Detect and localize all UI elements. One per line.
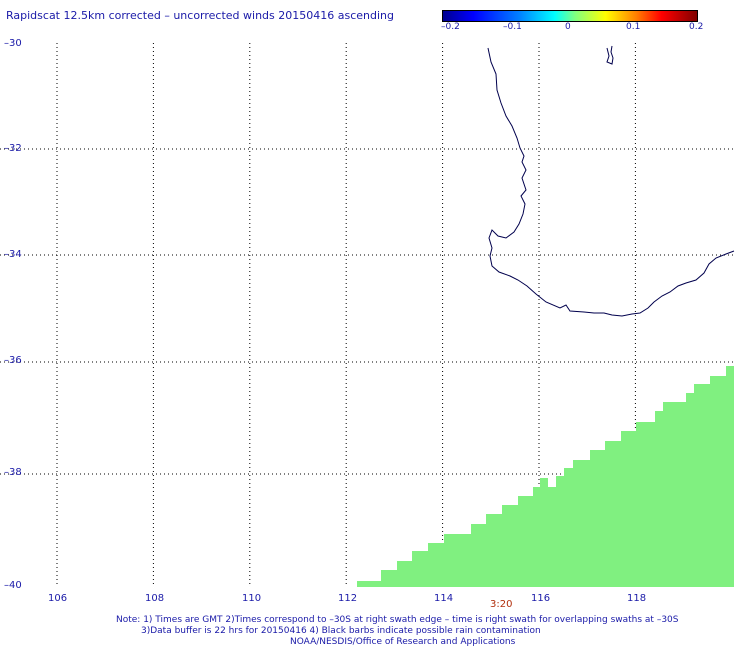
lat-tick-label: –36 <box>4 355 22 366</box>
colorbar <box>442 10 698 22</box>
lon-tick-label: 112 <box>338 593 358 604</box>
colorbar-tick: 0.1 <box>626 22 641 32</box>
lat-tick-label: –40 <box>4 580 22 591</box>
lon-tick-label: 106 <box>48 593 68 604</box>
lon-tick-label: 110 <box>242 593 262 604</box>
lon-tick-label: 118 <box>627 593 647 604</box>
lon-tick-label: 108 <box>145 593 165 604</box>
colorbar-tick: 0.2 <box>689 22 704 32</box>
rottnest-island-outline <box>606 45 614 65</box>
plot-title: Rapidscat 12.5km corrected – uncorrected… <box>6 9 395 22</box>
lat-tick-label: –32 <box>4 143 22 154</box>
colorbar-tick: –0.1 <box>503 22 522 32</box>
lat-tick-label: –38 <box>4 467 22 478</box>
footnote-line-3: NOAA/NESDIS/Office of Research and Appli… <box>290 637 516 647</box>
footnote-line-2: 3)Data buffer is 22 hrs for 20150416 4) … <box>141 626 541 636</box>
grid-lines <box>0 43 734 587</box>
footnote-line-1: Note: 1) Times are GMT 2)Times correspon… <box>116 615 679 625</box>
swath-time-label: 3:20 <box>490 599 513 610</box>
colorbar-tick: 0 <box>565 22 571 32</box>
lon-tick-label: 116 <box>531 593 551 604</box>
lon-tick-label: 114 <box>434 593 454 604</box>
wind-swath <box>357 366 734 587</box>
lat-tick-label: –30 <box>4 38 22 49</box>
lat-tick-label: –34 <box>4 249 22 260</box>
colorbar-tick: –0.2 <box>441 22 460 32</box>
australia-coastline <box>487 47 735 317</box>
